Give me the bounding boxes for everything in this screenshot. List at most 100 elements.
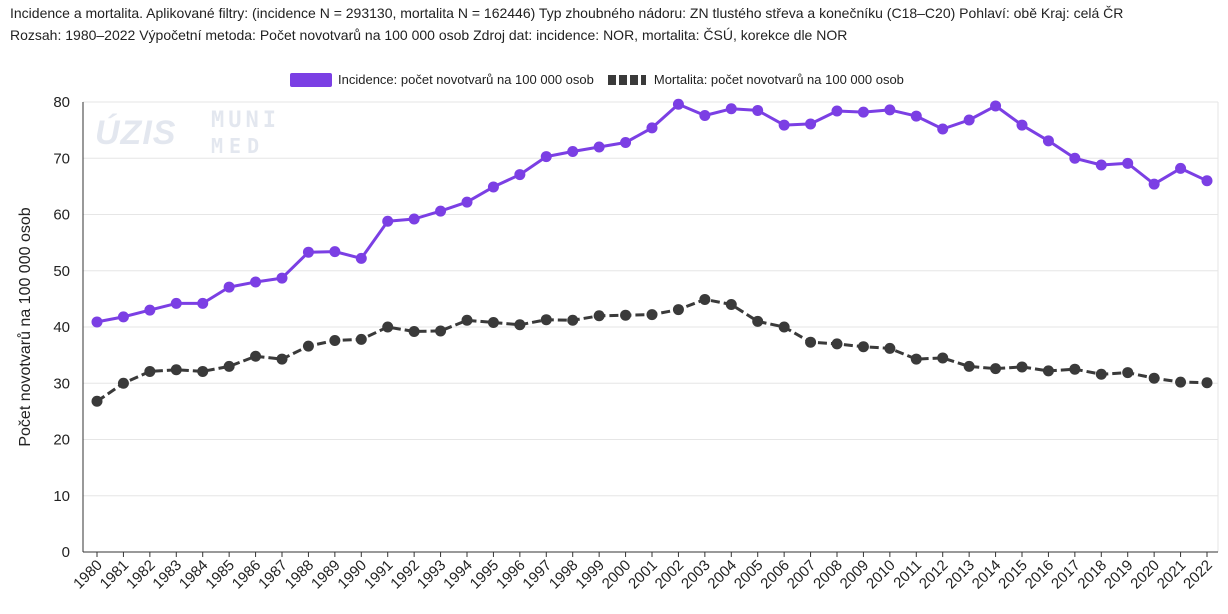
incidence-point[interactable] xyxy=(514,169,526,181)
legend-item-incidence[interactable]: Incidence: počet novotvarů na 100 000 os… xyxy=(290,72,594,87)
mortality-point[interactable] xyxy=(1175,376,1187,388)
incidence-point[interactable] xyxy=(408,213,420,225)
mortality-point[interactable] xyxy=(250,350,262,362)
mortality-point[interactable] xyxy=(170,364,182,376)
incidence-point[interactable] xyxy=(752,104,764,116)
incidence-point[interactable] xyxy=(593,141,605,153)
mortality-point[interactable] xyxy=(593,310,605,322)
mortality-point[interactable] xyxy=(435,325,447,337)
incidence-point[interactable] xyxy=(1175,162,1187,174)
incidence-point[interactable] xyxy=(725,103,737,115)
mortality-point[interactable] xyxy=(144,365,156,377)
incidence-point[interactable] xyxy=(276,272,288,284)
mortality-point[interactable] xyxy=(461,314,473,326)
incidence-point[interactable] xyxy=(910,110,922,122)
incidence-point[interactable] xyxy=(117,311,129,323)
x-tick-label: 2020 xyxy=(1127,557,1163,593)
mortality-point[interactable] xyxy=(672,304,684,316)
mortality-point[interactable] xyxy=(1042,365,1054,377)
legend: Incidence: počet novotvarů na 100 000 os… xyxy=(290,72,916,87)
mortality-point[interactable] xyxy=(778,321,790,333)
mortality-point[interactable] xyxy=(117,377,129,389)
incidence-point[interactable] xyxy=(805,118,817,130)
incidence-point[interactable] xyxy=(1042,135,1054,147)
mortality-point[interactable] xyxy=(884,342,896,354)
x-tick-label: 2012 xyxy=(916,557,952,593)
mortality-point[interactable] xyxy=(355,333,367,345)
mortality-point[interactable] xyxy=(1069,363,1081,375)
incidence-point[interactable] xyxy=(461,196,473,208)
incidence-point[interactable] xyxy=(250,276,262,288)
mortality-point[interactable] xyxy=(857,341,869,353)
incidence-point[interactable] xyxy=(990,100,1002,112)
mortality-point[interactable] xyxy=(646,309,658,321)
incidence-point[interactable] xyxy=(567,146,579,157)
incidence-point[interactable] xyxy=(699,110,711,121)
incidence-point[interactable] xyxy=(540,151,552,163)
incidence-point[interactable] xyxy=(329,246,341,258)
incidence-point[interactable] xyxy=(937,123,949,135)
incidence-point[interactable] xyxy=(1016,119,1028,131)
mortality-point[interactable] xyxy=(382,321,394,333)
y-tick-label: 80 xyxy=(53,94,70,111)
incidence-point[interactable] xyxy=(355,252,367,264)
x-tick-label: 1993 xyxy=(414,557,450,593)
incidence-point[interactable] xyxy=(1201,175,1213,187)
mortality-point[interactable] xyxy=(1122,367,1134,379)
mortality-point[interactable] xyxy=(1095,368,1107,380)
mortality-point[interactable] xyxy=(514,319,526,331)
range-description: Rozsah: 1980–2022 Výpočetní metoda: Poče… xyxy=(10,27,848,43)
mortality-point[interactable] xyxy=(91,395,103,407)
mortality-point[interactable] xyxy=(1148,372,1160,384)
incidence-point[interactable] xyxy=(223,281,235,293)
legend-label-mortality: Mortalita: počet novotvarů na 100 000 os… xyxy=(653,72,904,87)
x-tick-label: 2018 xyxy=(1074,557,1110,593)
mortality-point[interactable] xyxy=(302,340,314,352)
y-tick-label: 10 xyxy=(53,488,70,505)
incidence-point[interactable] xyxy=(831,105,843,117)
incidence-point[interactable] xyxy=(857,106,869,118)
incidence-point[interactable] xyxy=(1095,159,1107,171)
filter-description: Incidence a mortalita. Aplikované filtry… xyxy=(10,5,1124,21)
incidence-line xyxy=(96,102,1208,324)
legend-item-mortality[interactable]: Mortalita: počet novotvarů na 100 000 os… xyxy=(606,72,904,87)
mortality-point[interactable] xyxy=(805,336,817,348)
mortality-point[interactable] xyxy=(990,363,1002,375)
incidence-point[interactable] xyxy=(672,98,684,110)
mortality-point[interactable] xyxy=(567,314,579,326)
mortality-point[interactable] xyxy=(699,293,711,305)
mortality-point[interactable] xyxy=(963,360,975,372)
incidence-point[interactable] xyxy=(487,181,499,193)
incidence-point[interactable] xyxy=(144,304,156,316)
incidence-point[interactable] xyxy=(778,119,790,131)
incidence-point[interactable] xyxy=(382,215,394,227)
mortality-point[interactable] xyxy=(276,353,288,365)
incidence-point[interactable] xyxy=(91,316,103,328)
mortality-point[interactable] xyxy=(408,326,420,337)
incidence-point[interactable] xyxy=(170,297,182,309)
mortality-point[interactable] xyxy=(937,352,949,364)
incidence-point[interactable] xyxy=(197,297,209,309)
incidence-point[interactable] xyxy=(1069,152,1081,164)
incidence-point[interactable] xyxy=(1148,178,1160,190)
incidence-point[interactable] xyxy=(435,205,447,217)
x-tick-label: 2019 xyxy=(1101,557,1137,593)
mortality-point[interactable] xyxy=(1201,377,1213,389)
mortality-point[interactable] xyxy=(1016,361,1028,373)
mortality-point[interactable] xyxy=(725,299,737,310)
mortality-point[interactable] xyxy=(197,365,209,377)
incidence-point[interactable] xyxy=(620,137,632,148)
mortality-point[interactable] xyxy=(329,335,341,346)
mortality-point[interactable] xyxy=(487,317,499,328)
incidence-point[interactable] xyxy=(646,122,658,134)
incidence-point[interactable] xyxy=(302,246,314,258)
mortality-point[interactable] xyxy=(620,309,632,321)
mortality-point[interactable] xyxy=(752,315,764,327)
mortality-point[interactable] xyxy=(223,360,235,372)
incidence-point[interactable] xyxy=(1122,157,1134,169)
mortality-point[interactable] xyxy=(910,353,922,365)
mortality-point[interactable] xyxy=(831,338,843,350)
incidence-point[interactable] xyxy=(963,114,975,126)
mortality-point[interactable] xyxy=(540,314,552,326)
incidence-point[interactable] xyxy=(884,104,896,116)
